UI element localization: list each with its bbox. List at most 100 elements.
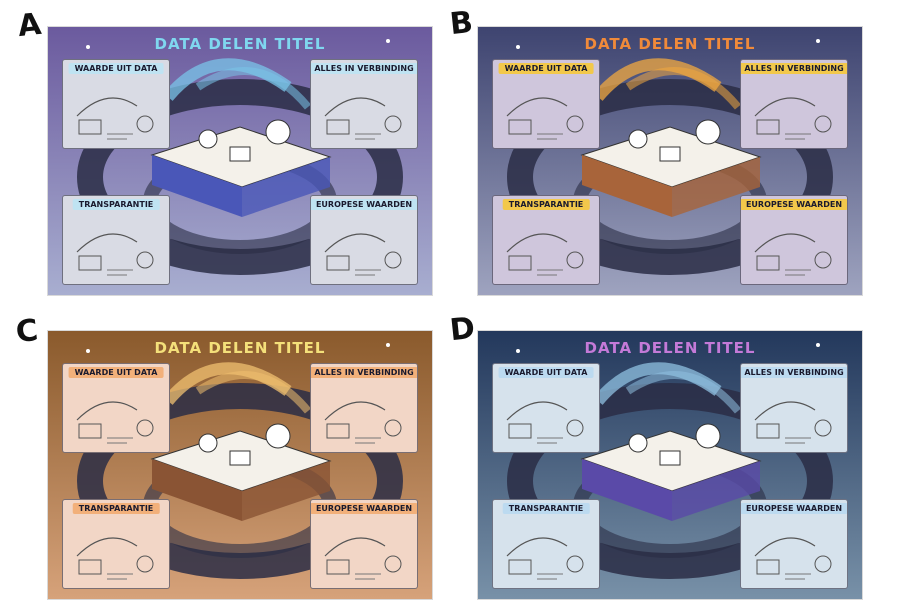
flow-arrow <box>754 97 816 117</box>
sketch-box <box>326 255 350 271</box>
cloud-icon <box>265 423 291 449</box>
panel-alles-in-verbinding: ALLES IN VERBINDING <box>740 363 848 453</box>
panel-europese-waarden: EUROPESE WAARDEN <box>740 499 848 589</box>
panel-label: TRANSPARANTIE <box>502 199 590 210</box>
sketch-box <box>78 119 102 135</box>
flow-arrow <box>506 401 568 421</box>
ring-outer <box>507 383 833 579</box>
panel-alles-in-verbinding: ALLES IN VERBINDING <box>310 363 418 453</box>
document-icon <box>659 146 681 162</box>
box-front-right <box>672 461 760 521</box>
sketch-circle <box>814 115 832 133</box>
panel-label: WAARDE UIT DATA <box>498 367 594 378</box>
sketch-circle <box>136 555 154 573</box>
sketch-circle <box>384 115 402 133</box>
building-icon <box>628 433 648 453</box>
panel-label: TRANSPARANTIE <box>72 199 160 210</box>
box-front-left <box>582 459 672 521</box>
panel-label: EUROPESE WAARDEN <box>311 199 417 210</box>
sketch-circle <box>384 251 402 269</box>
panel-alles-in-verbinding: ALLES IN VERBINDING <box>740 59 848 149</box>
panel-transparantie: TRANSPARANTIE <box>492 499 600 589</box>
sketch-box <box>326 119 350 135</box>
panel-sketch <box>754 537 832 580</box>
panel-sketch <box>324 233 402 276</box>
box-front-right <box>242 157 330 217</box>
cloud-icon <box>695 119 721 145</box>
star-icon <box>386 39 390 43</box>
panel-waarde-uit-data: WAARDE UIT DATA <box>62 363 170 453</box>
box-front-left <box>152 459 242 521</box>
panel-transparantie: TRANSPARANTIE <box>492 195 600 285</box>
sketch-circle <box>384 419 402 437</box>
document-icon <box>229 450 251 466</box>
sketch-box <box>508 559 532 575</box>
flow-arrow <box>506 233 568 253</box>
box-front-right <box>242 461 330 521</box>
poster-title: DATA DELEN TITEL <box>584 35 756 53</box>
cloud-icon <box>695 423 721 449</box>
sketch-box <box>508 255 532 271</box>
ring-outer <box>77 79 403 275</box>
box-front-left <box>152 155 242 217</box>
ring-outer <box>77 383 403 579</box>
poster-variant-c: DATA DELEN TITEL WAARDE UIT DATA ALLES IN… <box>48 331 432 599</box>
star-icon <box>516 45 520 49</box>
panel-sketch <box>506 97 584 140</box>
box-front-left <box>582 155 672 217</box>
building-icon <box>628 129 648 149</box>
panel-sketch <box>754 97 832 140</box>
panel-sketch <box>324 401 402 444</box>
star-icon <box>86 349 90 353</box>
panel-sketch <box>506 401 584 444</box>
star-icon <box>386 343 390 347</box>
panel-sketch <box>754 233 832 276</box>
star-icon <box>86 45 90 49</box>
sketch-box <box>326 423 350 439</box>
sketch-circle <box>566 555 584 573</box>
panel-sketch <box>76 97 154 140</box>
building-icon <box>198 433 218 453</box>
sketch-circle <box>384 555 402 573</box>
panel-sketch <box>324 537 402 580</box>
sketch-circle <box>136 115 154 133</box>
sketch-circle <box>136 419 154 437</box>
flow-arrow <box>754 233 816 253</box>
ring-outer <box>507 79 833 275</box>
flow-arrow <box>754 401 816 421</box>
panel-sketch <box>506 233 584 276</box>
panel-label: TRANSPARANTIE <box>502 503 590 514</box>
panel-europese-waarden: EUROPESE WAARDEN <box>310 499 418 589</box>
star-icon <box>516 349 520 353</box>
panel-sketch <box>754 401 832 444</box>
document-icon <box>659 450 681 466</box>
poster-title: DATA DELEN TITEL <box>154 35 326 53</box>
sketch-circle <box>566 115 584 133</box>
panel-sketch <box>76 401 154 444</box>
arc-right <box>195 67 312 110</box>
poster-variant-a: DATA DELEN TITEL WAARDE UIT DATA ALLES IN… <box>48 27 432 295</box>
sketch-circle <box>814 419 832 437</box>
sketch-box <box>756 119 780 135</box>
flow-arrow <box>76 233 138 253</box>
building-icon <box>198 129 218 149</box>
panel-waarde-uit-data: WAARDE UIT DATA <box>492 59 600 149</box>
panel-label: ALLES IN VERBINDING <box>741 367 847 378</box>
flow-arrow <box>76 401 138 421</box>
panel-sketch <box>324 97 402 140</box>
panel-europese-waarden: EUROPESE WAARDEN <box>740 195 848 285</box>
panel-alles-in-verbinding: ALLES IN VERBINDING <box>310 59 418 149</box>
flow-arrow <box>324 233 386 253</box>
variant-letter-d: D <box>448 310 477 349</box>
panel-transparantie: TRANSPARANTIE <box>62 195 170 285</box>
panel-label: EUROPESE WAARDEN <box>741 503 847 514</box>
panel-label: ALLES IN VERBINDING <box>311 367 417 378</box>
poster-title: DATA DELEN TITEL <box>584 339 756 357</box>
sketch-circle <box>136 251 154 269</box>
flow-arrow <box>76 537 138 557</box>
sketch-circle <box>814 251 832 269</box>
sketch-circle <box>566 419 584 437</box>
sketch-box <box>756 423 780 439</box>
box-front-right <box>672 157 760 217</box>
arc-right <box>625 371 742 414</box>
